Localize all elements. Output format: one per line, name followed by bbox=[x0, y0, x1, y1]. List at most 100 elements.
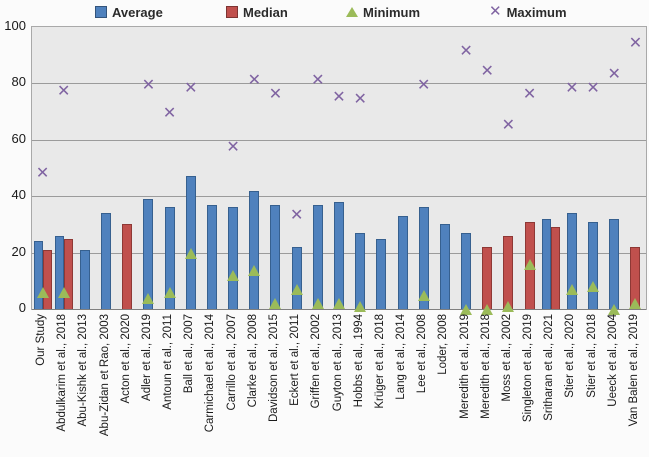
bar-average bbox=[609, 218, 620, 309]
legend-label: Median bbox=[243, 4, 288, 20]
x-axis-label: Van Balen et al., 2019 bbox=[628, 314, 649, 426]
x-axis-label-text: Eckert et al., 2011 bbox=[289, 314, 302, 406]
legend-item-average: Average bbox=[95, 4, 163, 20]
maximum-x-marker: ✕ bbox=[35, 164, 50, 182]
minimum-triangle-marker bbox=[354, 301, 367, 313]
bar-average bbox=[588, 221, 599, 309]
x-axis-label-text: Antoun et al., 2011 bbox=[162, 314, 175, 410]
x-axis-label-text: Lang et al., 2014 bbox=[395, 314, 408, 400]
legend-square-icon bbox=[95, 6, 107, 18]
x-axis-label-text: Guyton et al., 2013 bbox=[331, 314, 344, 412]
bar-average bbox=[54, 235, 64, 309]
bar-median bbox=[503, 235, 514, 309]
minimum-triangle-marker bbox=[481, 304, 494, 315]
x-axis-label-text: Meredith et al., 2018 bbox=[479, 314, 492, 419]
minimum-triangle-marker bbox=[311, 298, 324, 310]
bar-average bbox=[164, 207, 175, 309]
x-axis-label-text: Carmichael et al., 2014 bbox=[204, 314, 217, 433]
bar-average bbox=[312, 204, 323, 309]
maximum-x-marker: ✕ bbox=[184, 80, 198, 98]
bar-average bbox=[376, 238, 387, 309]
minimum-triangle-marker bbox=[57, 287, 70, 299]
y-tick-label-0: 0 bbox=[18, 300, 26, 315]
maximum-x-marker: ✕ bbox=[586, 80, 600, 98]
bar-average bbox=[334, 201, 344, 309]
bar-average bbox=[143, 199, 154, 309]
bar-average bbox=[541, 218, 551, 309]
x-axis-label-text: Moss et al., 2002 bbox=[500, 314, 513, 402]
bar-average bbox=[461, 232, 472, 309]
x-axis-label-text: Abu-Kishk et al., 2013 bbox=[77, 314, 90, 427]
bar-median bbox=[42, 249, 52, 309]
x-axis-label-text: Stier et al., 2018 bbox=[585, 314, 598, 398]
gridline-40 bbox=[32, 196, 646, 198]
maximum-x-marker: ✕ bbox=[247, 71, 261, 89]
y-tick-label-60: 60 bbox=[11, 130, 26, 146]
x-axis-label-text: Van Balen et al., 2019 bbox=[627, 314, 640, 427]
bar-average bbox=[418, 207, 429, 309]
minimum-triangle-marker bbox=[290, 284, 303, 296]
bar-median bbox=[63, 238, 73, 309]
bar-average bbox=[566, 213, 577, 309]
x-axis-label-text: Abdulkarim et al., 2018 bbox=[56, 314, 69, 432]
bar-average bbox=[249, 190, 260, 309]
x-axis-label-text: Davidson et al., 2015 bbox=[267, 314, 280, 423]
minimum-triangle-marker bbox=[502, 301, 515, 313]
maximum-x-marker: ✕ bbox=[162, 105, 177, 123]
legend-label: Average bbox=[112, 4, 163, 20]
x-axis-label-text: Lee et al., 2008 bbox=[416, 314, 429, 394]
minimum-triangle-marker bbox=[163, 287, 176, 299]
bar-median bbox=[482, 246, 493, 309]
plot-area: ✕ ✕ ✕ ✕ ✕ ✕ ✕ ✕ ✕ ✕ ✕ ✕ ✕ ✕ ✕ ✕ ✕ ✕ ✕ ✕ ✕ bbox=[31, 26, 647, 315]
bar-average bbox=[185, 176, 196, 309]
maximum-x-marker: ✕ bbox=[628, 34, 643, 52]
bar-median bbox=[550, 227, 560, 309]
x-axis-label-text: Stier et al., 2020 bbox=[564, 314, 577, 398]
legend-label: Minimum bbox=[363, 4, 421, 20]
x-axis-label-text: Our Study bbox=[35, 314, 48, 366]
minimum-triangle-marker bbox=[142, 292, 155, 304]
maximum-x-marker: ✕ bbox=[141, 77, 156, 95]
x-axis-label-text: Hobbs et al., 1994 bbox=[352, 314, 365, 408]
legend-item-minimum: Minimum bbox=[346, 4, 420, 20]
maximum-x-marker: ✕ bbox=[353, 91, 367, 109]
maximum-x-marker: ✕ bbox=[57, 82, 71, 100]
bar-average bbox=[291, 246, 302, 309]
maximum-x-marker: ✕ bbox=[459, 43, 473, 61]
x-axis-label-text: Loder, 2008 bbox=[437, 314, 450, 375]
minimum-triangle-marker bbox=[248, 264, 261, 276]
legend-item-median: Median bbox=[226, 4, 288, 20]
bar-median bbox=[630, 246, 641, 309]
x-axis-label-text: Singleton et al., 2019 bbox=[522, 314, 535, 423]
gridline-60 bbox=[32, 139, 646, 141]
maximum-x-marker: ✕ bbox=[311, 71, 325, 89]
maximum-x-marker: ✕ bbox=[522, 85, 537, 103]
legend-square-icon bbox=[226, 6, 238, 18]
minimum-triangle-marker bbox=[227, 270, 240, 282]
x-axis-label-text: Acton et al., 2020 bbox=[119, 314, 132, 404]
legend-x-icon: ✕ bbox=[489, 3, 502, 20]
x-axis-label-text: Adler et al., 2019 bbox=[140, 314, 153, 401]
bar-average bbox=[101, 213, 112, 309]
bar-average bbox=[206, 204, 217, 309]
gridline-80 bbox=[32, 83, 646, 85]
minimum-triangle-marker bbox=[184, 247, 197, 259]
maximum-x-marker: ✕ bbox=[289, 206, 304, 224]
bar-median bbox=[122, 224, 133, 309]
maximum-x-marker: ✕ bbox=[480, 63, 494, 81]
bar-average bbox=[33, 241, 43, 309]
minimum-triangle-marker bbox=[629, 298, 642, 310]
x-axis-label-text: Clarke et al., 2008 bbox=[246, 314, 259, 408]
minimum-triangle-marker bbox=[36, 287, 49, 299]
maximum-x-marker: ✕ bbox=[226, 139, 240, 157]
legend-triangle-icon bbox=[346, 7, 358, 17]
x-axis-label-text: Carrillo et al., 2007 bbox=[225, 314, 238, 411]
bar-average bbox=[355, 232, 366, 309]
x-axis-label-text: Sritharan et al., 2021 bbox=[543, 314, 556, 421]
minimum-triangle-marker bbox=[523, 258, 536, 270]
minimum-triangle-marker bbox=[417, 289, 430, 301]
maximum-x-marker: ✕ bbox=[332, 88, 346, 106]
maximum-x-marker: ✕ bbox=[416, 77, 431, 95]
x-axis-line bbox=[32, 309, 646, 310]
